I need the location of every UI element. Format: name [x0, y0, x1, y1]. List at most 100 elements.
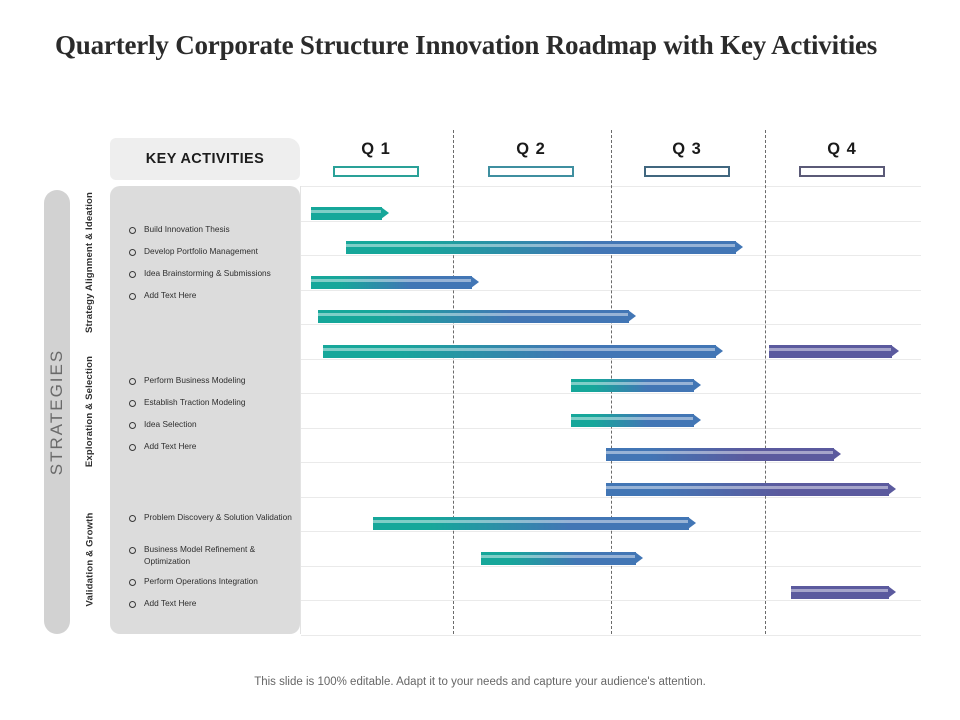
group-label-text: Validation & Growth — [84, 511, 96, 607]
group-label-3: Validation & Growth — [76, 484, 104, 634]
gantt-bar[interactable] — [481, 551, 643, 565]
grid-row-line — [301, 634, 921, 636]
gantt-bar-highlight — [481, 554, 636, 558]
gantt-bar-arrow-icon — [891, 344, 899, 357]
quarter-label: Q 2 — [516, 140, 546, 158]
gantt-bar[interactable] — [606, 448, 841, 462]
activity-item[interactable]: Build Innovation Thesis — [110, 224, 300, 236]
activity-item[interactable]: Perform Operations Integration — [110, 576, 300, 588]
gantt-bar-highlight — [606, 451, 834, 455]
quarter-accent-bar — [333, 166, 419, 177]
activity-item-label: Develop Portfolio Management — [144, 246, 258, 256]
activity-item-label: Add Text Here — [144, 441, 197, 451]
gantt-bar-body — [769, 344, 892, 358]
gantt-bar-body — [311, 275, 472, 289]
key-activities-header: KEY ACTIVITIES — [110, 138, 300, 180]
activity-item-label: Problem Discovery & Solution Validation — [144, 512, 292, 522]
activities-panel-1: Build Innovation Thesis Develop Portfolio… — [110, 186, 300, 338]
activities-panel-2: Perform Business Modeling Establish Tract… — [110, 338, 300, 484]
gantt-bar-body — [481, 551, 636, 565]
gantt-bar[interactable] — [373, 517, 696, 531]
gantt-bar-body — [346, 241, 736, 255]
gantt-bar-highlight — [571, 416, 694, 420]
quarter-header-3[interactable]: Q 3 — [610, 140, 764, 177]
quarter-divider — [453, 130, 454, 634]
gantt-bar[interactable] — [311, 275, 479, 289]
gantt-bar-body — [323, 344, 716, 358]
activity-item-label: Build Innovation Thesis — [144, 224, 230, 234]
activity-item-label: Add Text Here — [144, 290, 197, 300]
bullet-icon — [129, 270, 136, 278]
gantt-bar-highlight — [318, 313, 629, 317]
activity-item[interactable]: Establish Traction Modeling — [110, 397, 300, 409]
gantt-bar-arrow-icon — [381, 206, 389, 219]
bullet-icon — [129, 514, 136, 522]
gantt-bar-highlight — [311, 278, 472, 282]
group-label-text: Strategy Alignment & Ideation — [84, 191, 96, 333]
group-label-text: Exploration & Selection — [84, 355, 96, 467]
gantt-bar-body — [373, 517, 689, 531]
quarter-accent-bar — [644, 166, 730, 177]
gantt-bar[interactable] — [311, 206, 389, 220]
gantt-bar[interactable] — [318, 310, 636, 324]
gantt-bar-highlight — [323, 347, 716, 351]
page-title: Quarterly Corporate Structure Innovation… — [55, 30, 878, 60]
gantt-bar-arrow-icon — [888, 586, 896, 599]
group-label-1: Strategy Alignment & Ideation — [76, 186, 104, 338]
gantt-bar[interactable] — [769, 344, 899, 358]
activity-item-label: Add Text Here — [144, 598, 197, 608]
gantt-bar-highlight — [791, 589, 889, 593]
activity-item[interactable]: Add Text Here — [110, 598, 300, 610]
gantt-bar-arrow-icon — [628, 310, 636, 323]
gantt-bar-arrow-icon — [471, 275, 479, 288]
bullet-icon — [129, 600, 136, 608]
activity-item[interactable]: Business Model Refinement & Optimization — [110, 544, 300, 567]
activity-item[interactable]: Idea Brainstorming & Submissions — [110, 268, 300, 280]
gantt-bar[interactable] — [791, 586, 896, 600]
footer-note: This slide is 100% editable. Adapt it to… — [254, 676, 706, 688]
quarter-header-2[interactable]: Q 2 — [452, 140, 610, 177]
gantt-bar-arrow-icon — [693, 413, 701, 426]
activities-panel-3: Problem Discovery & Solution Validation B… — [110, 484, 300, 634]
gantt-bar-body — [606, 482, 889, 496]
activity-item[interactable]: Idea Selection — [110, 419, 300, 431]
activity-item-label: Idea Selection — [144, 419, 197, 429]
bullet-icon — [129, 226, 136, 234]
quarter-label: Q 1 — [361, 140, 391, 158]
gantt-bar-highlight — [571, 382, 694, 386]
quarter-header-1[interactable]: Q 1 — [300, 140, 452, 177]
gantt-bar-highlight — [311, 209, 382, 213]
activity-item-label: Establish Traction Modeling — [144, 397, 246, 407]
bullet-icon — [129, 421, 136, 429]
gantt-bar-highlight — [373, 520, 689, 524]
bullet-icon — [129, 377, 136, 385]
gantt-bar[interactable] — [571, 413, 701, 427]
quarter-accent-bar — [488, 166, 574, 177]
bullet-icon — [129, 443, 136, 451]
gantt-bar[interactable] — [571, 379, 701, 393]
key-activities-header-label: KEY ACTIVITIES — [145, 151, 265, 167]
activity-item[interactable]: Develop Portfolio Management — [110, 246, 300, 258]
activity-item[interactable]: Problem Discovery & Solution Validation — [110, 512, 300, 524]
gantt-bar[interactable] — [323, 344, 723, 358]
gantt-bar-body — [791, 586, 889, 600]
activity-item[interactable]: Add Text Here — [110, 290, 300, 302]
gantt-bar-arrow-icon — [688, 517, 696, 530]
gantt-bar-arrow-icon — [715, 344, 723, 357]
quarter-header-4[interactable]: Q 4 — [764, 140, 920, 177]
activity-item[interactable]: Add Text Here — [110, 441, 300, 453]
gantt-bar-highlight — [769, 347, 892, 351]
gantt-bar-arrow-icon — [635, 551, 643, 564]
bullet-icon — [129, 578, 136, 586]
gantt-bar[interactable] — [606, 482, 896, 496]
bullet-icon — [129, 292, 136, 300]
gantt-bar-arrow-icon — [833, 448, 841, 461]
activity-item[interactable]: Perform Business Modeling — [110, 375, 300, 387]
quarter-divider — [765, 130, 766, 634]
gantt-bar-arrow-icon — [888, 482, 896, 495]
gantt-bar-body — [571, 413, 694, 427]
quarter-accent-bar — [799, 166, 885, 177]
gantt-bar-arrow-icon — [693, 379, 701, 392]
gantt-bar-body — [311, 206, 382, 220]
gantt-bar[interactable] — [346, 241, 743, 255]
